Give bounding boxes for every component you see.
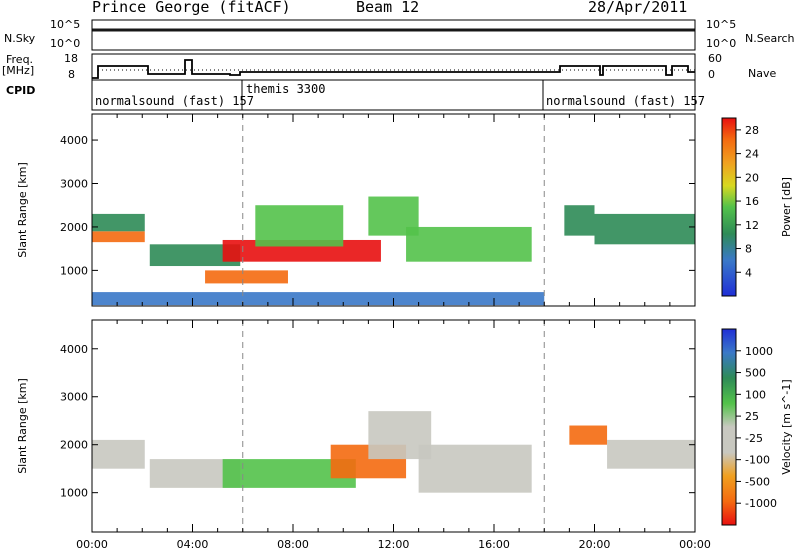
freq-top: 18 xyxy=(64,52,78,65)
x-tick-label: 08:00 xyxy=(277,538,309,551)
power-data-region xyxy=(255,205,344,247)
cpid-segment-3: normalsound (fast) 157 xyxy=(546,94,705,108)
beam-title: Beam 12 xyxy=(356,0,420,16)
colorbar-tick-label: 500 xyxy=(745,367,766,380)
x-tick-label: 16:00 xyxy=(478,538,510,551)
x-tick-label: 00:00 xyxy=(76,538,108,551)
nave-top: 60 xyxy=(708,52,722,65)
x-tick-label: 00:00 xyxy=(679,538,711,551)
colorbar-tick-label: -500 xyxy=(745,475,770,488)
power-data-region xyxy=(594,213,695,245)
y-tick-label: 4000 xyxy=(60,134,88,147)
x-tick-label: 12:00 xyxy=(378,538,410,551)
nsky-panel xyxy=(91,19,696,51)
nsky-bottom-left: 10^0 xyxy=(50,37,81,50)
colorbar-tick-label: 25 xyxy=(745,410,759,423)
velocity-colorbar xyxy=(721,328,737,526)
colorbar-tick-label: -100 xyxy=(745,454,770,467)
nsky-bottom-right: 10^0 xyxy=(706,37,737,50)
y-tick-label: 1000 xyxy=(60,264,88,277)
colorbar-tick-label: 24 xyxy=(745,148,759,161)
colorbar-tick-label: 1000 xyxy=(745,345,773,358)
freq-bottom: 8 xyxy=(68,68,75,81)
velocity-panel xyxy=(91,319,696,533)
velocity-data-region xyxy=(607,439,695,469)
y-tick-label: 4000 xyxy=(60,343,88,356)
velocity-data-region xyxy=(92,439,145,469)
colorbar-tick-label: 12 xyxy=(745,219,759,232)
cpid-segment-2: themis 3300 xyxy=(246,82,326,96)
power-data-region xyxy=(92,231,145,243)
cpid-label: CPID xyxy=(6,84,36,97)
colorbar-tick-label: -1000 xyxy=(745,497,777,510)
freq-label-2: [MHz] xyxy=(2,64,35,77)
nsky-top-right: 10^5 xyxy=(706,18,737,31)
y-tick-label: 2000 xyxy=(60,221,88,234)
nave-label: Nave xyxy=(748,67,777,80)
date-title: 28/Apr/2011 xyxy=(588,0,688,16)
colorbar-label: Velocity [m s^-1] xyxy=(780,379,793,474)
station-title: Prince George (fitACF) xyxy=(92,0,291,16)
power-data-region xyxy=(92,292,545,306)
power-data-region xyxy=(564,205,595,236)
freq-label-1: Freq. xyxy=(6,53,34,66)
nave-bottom: 0 xyxy=(708,68,715,81)
colorbar-tick-label: 4 xyxy=(745,266,752,279)
cpid-panel xyxy=(91,79,696,111)
colorbar-label: Power [dB] xyxy=(780,177,793,237)
nsearch-label: N.Search xyxy=(745,32,795,45)
colorbar-tick-label: 16 xyxy=(745,195,759,208)
y-axis-title: Slant Range [km] xyxy=(16,162,29,258)
frequency-panel xyxy=(91,53,696,81)
y-axis-title: Slant Range [km] xyxy=(16,378,29,474)
cpid-segment-1: normalsound (fast) 157 xyxy=(95,94,254,108)
nsky-label: N.Sky xyxy=(4,32,36,45)
x-tick-label: 04:00 xyxy=(177,538,209,551)
colorbar-tick-label: 8 xyxy=(745,243,752,256)
velocity-data-region xyxy=(569,425,608,445)
colorbar-tick-label: 28 xyxy=(745,124,759,137)
power-panel xyxy=(91,113,696,307)
velocity-data-region xyxy=(418,444,532,493)
y-tick-label: 3000 xyxy=(60,391,88,404)
y-tick-label: 2000 xyxy=(60,439,88,452)
power-colorbar xyxy=(721,117,737,297)
x-tick-label: 20:00 xyxy=(579,538,611,551)
x-axis-title: Time UT xyxy=(370,552,416,554)
power-data-region xyxy=(406,226,532,262)
colorbar-tick-label: 100 xyxy=(745,388,766,401)
power-data-region xyxy=(205,270,288,284)
power-data-region xyxy=(149,244,241,267)
power-data-region xyxy=(92,213,145,232)
colorbar-tick-label: -25 xyxy=(745,432,763,445)
y-tick-label: 1000 xyxy=(60,487,88,500)
colorbar-tick-label: 20 xyxy=(745,171,759,184)
y-tick-label: 3000 xyxy=(60,178,88,191)
nsky-top-left: 10^5 xyxy=(50,18,81,31)
